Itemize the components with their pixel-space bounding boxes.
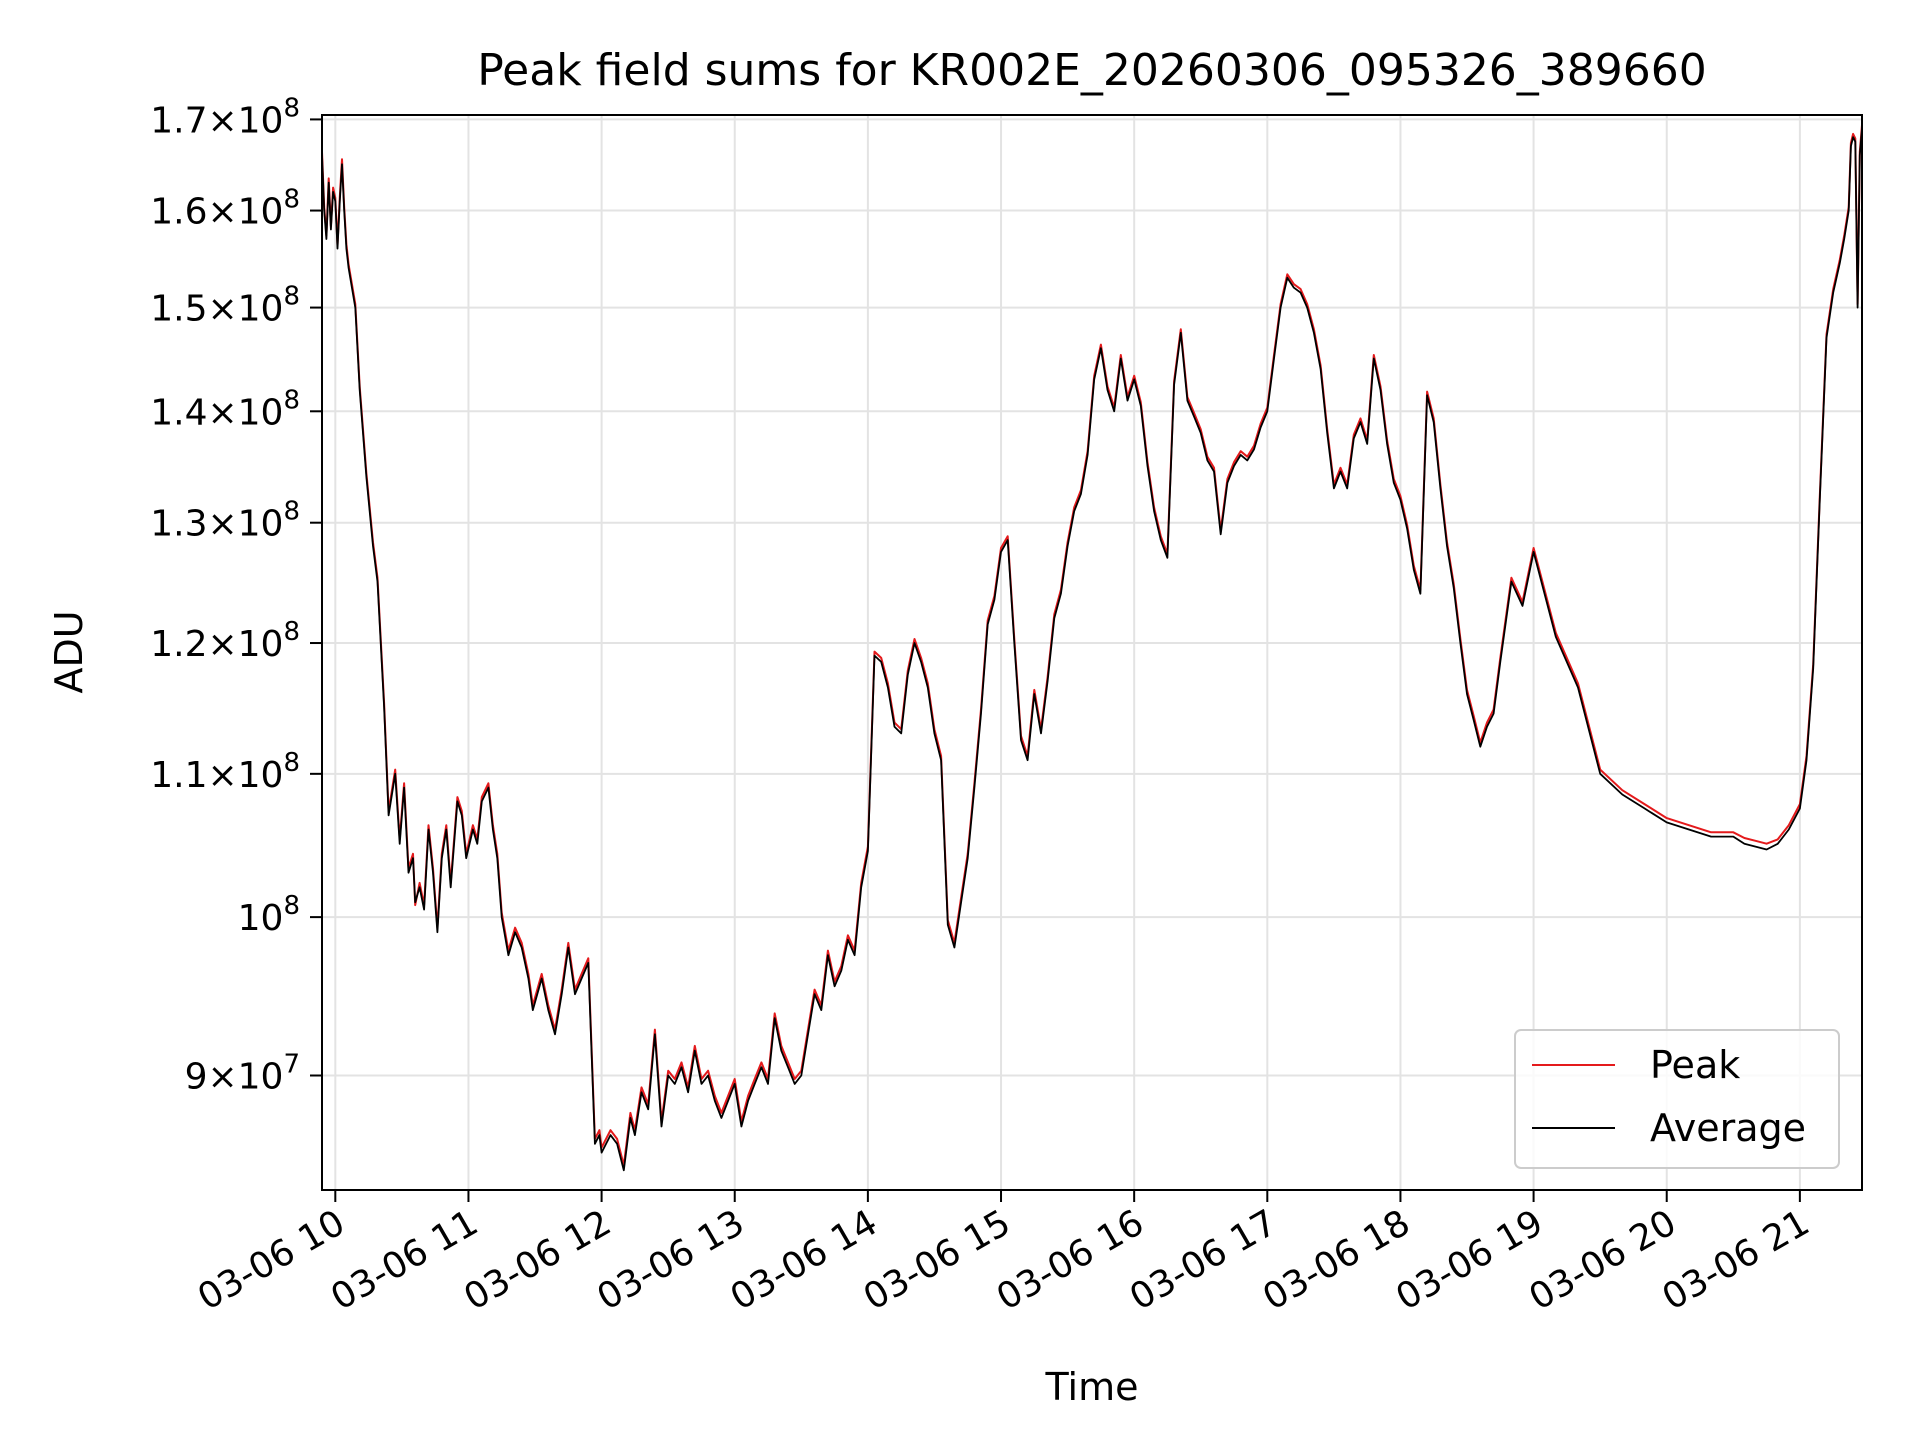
y-tick-label: 108: [238, 891, 300, 939]
series-line-average: [321, 128, 1863, 1172]
y-tick-label: 1.6×108: [150, 185, 300, 233]
chart-title: Peak field sums for KR002E_20260306_0953…: [477, 45, 1707, 96]
legend: Peak Average: [1514, 1029, 1840, 1169]
series-lines: [321, 124, 1863, 1172]
y-axis-title: ADU: [47, 610, 91, 693]
legend-label-average: Average: [1650, 1106, 1806, 1150]
y-tick-label: 1.1×108: [150, 748, 300, 796]
y-tick-label: 1.2×108: [150, 617, 300, 665]
y-tick-label: 1.7×108: [150, 93, 300, 141]
y-tick-label: 1.5×108: [150, 282, 300, 330]
y-tick-label: 1.3×108: [150, 497, 300, 545]
legend-label-peak: Peak: [1650, 1043, 1740, 1087]
y-tick-label: 1.4×108: [150, 385, 300, 433]
grid-lines: [322, 115, 1862, 1190]
plot-frame: [321, 114, 1863, 1191]
x-axis-title: Time: [1045, 1365, 1139, 1409]
y-tick-label: 9×107: [185, 1050, 300, 1098]
